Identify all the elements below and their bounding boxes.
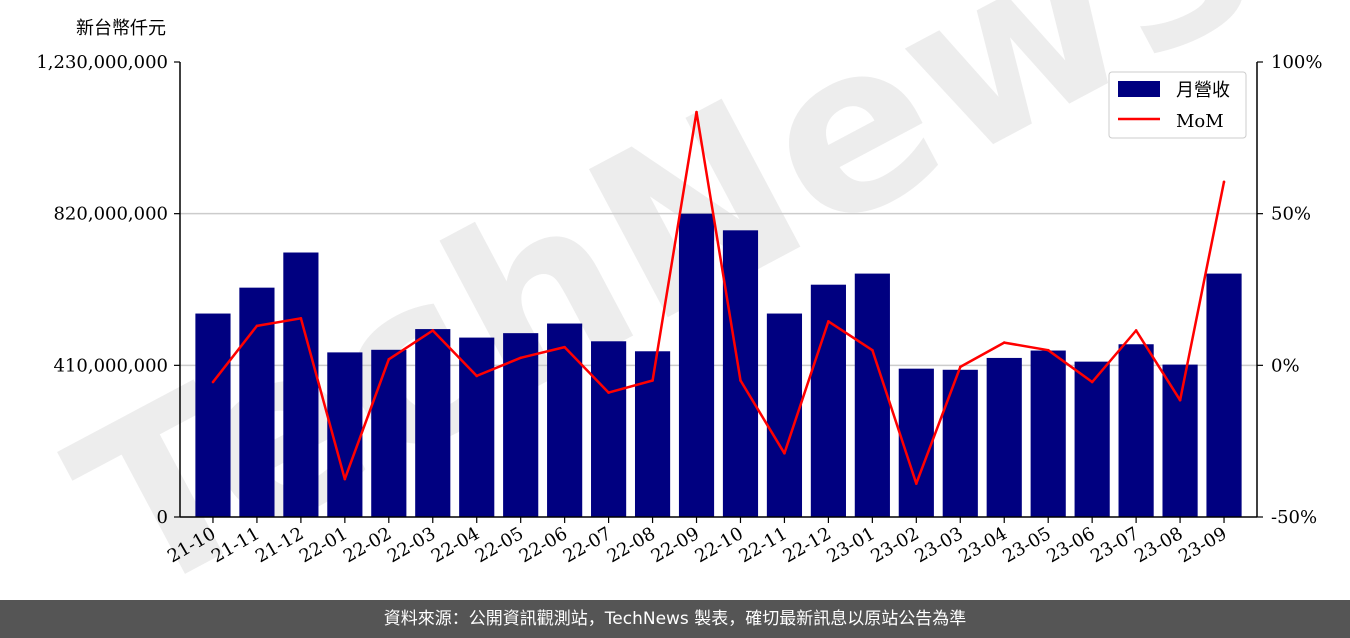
y2-tick-label: 0% <box>1271 355 1300 376</box>
mom-point <box>915 482 918 485</box>
bar <box>942 369 978 517</box>
mom-point <box>299 317 303 320</box>
bar <box>239 287 275 517</box>
legend-swatch-bar <box>1118 81 1160 97</box>
bars-group <box>195 213 1242 518</box>
mom-point <box>607 391 610 394</box>
mom-point <box>431 329 435 332</box>
y-tick-label: 410,000,000 <box>53 355 168 376</box>
bar <box>1118 344 1154 517</box>
x-tick-label: 23-08 <box>1131 523 1186 567</box>
legend-label-revenue: 月營收 <box>1176 80 1230 101</box>
mom-point <box>519 356 522 360</box>
x-tick-label: 22-07 <box>560 523 615 567</box>
x-tick-label: 22-06 <box>516 523 571 567</box>
bar <box>591 341 627 517</box>
bar <box>547 323 583 517</box>
bar <box>986 357 1022 517</box>
mom-point <box>871 348 874 352</box>
x-tick-label: 22-12 <box>779 523 834 567</box>
bar <box>1074 361 1110 517</box>
mom-point <box>739 379 742 382</box>
x-tick-label: 23-07 <box>1087 523 1142 567</box>
x-tick-label: 22-09 <box>648 523 703 567</box>
mom-point <box>651 379 654 382</box>
legend: 月營收 MoM <box>1108 71 1247 139</box>
x-tick-label: 22-03 <box>384 523 439 567</box>
bar <box>678 213 715 517</box>
x-tick-label: 23-04 <box>955 523 1010 567</box>
mom-line <box>212 110 1226 485</box>
mom-line-group <box>211 110 1226 485</box>
mom-point <box>343 477 347 481</box>
x-tick-label: 22-08 <box>604 523 659 567</box>
x-tick-label: 23-03 <box>911 523 966 567</box>
x-tick-label: 22-04 <box>428 523 483 567</box>
y2-tick-label: -50% <box>1271 507 1317 528</box>
mom-point <box>1134 329 1138 332</box>
x-tick-label: 23-02 <box>867 523 922 567</box>
y-axis-unit-label: 新台幣仟元 <box>76 18 166 39</box>
mom-point <box>211 380 215 384</box>
x-tick-label: 23-06 <box>1043 523 1098 567</box>
bar <box>1206 273 1242 517</box>
legend-label-mom: MoM <box>1176 111 1224 132</box>
bar <box>1030 350 1066 517</box>
bar <box>810 284 846 517</box>
mom-point <box>783 452 786 455</box>
x-tick-label: 22-05 <box>472 523 527 567</box>
y-tick-label: 820,000,000 <box>53 204 168 225</box>
mom-point <box>563 345 566 349</box>
bar <box>854 273 890 517</box>
bar <box>1162 364 1198 517</box>
bar <box>195 313 231 517</box>
mom-point <box>827 320 830 323</box>
mom-point <box>255 324 259 328</box>
mom-point <box>1178 398 1182 402</box>
x-tick-label: 23-09 <box>1175 523 1230 567</box>
mom-point <box>1046 348 1050 352</box>
mom-point <box>1090 380 1094 384</box>
x-tick-label: 23-05 <box>999 523 1054 567</box>
mom-point <box>387 357 391 361</box>
chart-canvas: TechNews 新台幣仟元 0410,000,000820,000,0001,… <box>35 0 1322 600</box>
bar <box>503 333 539 517</box>
bar <box>283 252 319 518</box>
x-tick-label: 23-01 <box>823 523 878 567</box>
x-tick-label: 22-11 <box>736 523 791 567</box>
y-tick-label: 1,230,000,000 <box>36 52 168 73</box>
source-footer: 資料來源：公開資訊觀測站，TechNews 製表，確切最新訊息以原站公告為準 <box>0 600 1350 638</box>
bar <box>459 337 495 517</box>
mom-point <box>1222 180 1226 184</box>
bar <box>371 349 407 517</box>
bar <box>898 368 934 517</box>
y-tick-label: 0 <box>157 507 168 528</box>
bar <box>415 329 451 517</box>
mom-point <box>695 110 698 114</box>
x-tick-label: 22-10 <box>692 523 747 567</box>
mom-point <box>1002 341 1006 344</box>
mom-point <box>958 365 962 369</box>
y2-tick-label: 50% <box>1271 204 1311 225</box>
mom-point <box>475 374 479 378</box>
y2-tick-label: 100% <box>1271 52 1322 73</box>
